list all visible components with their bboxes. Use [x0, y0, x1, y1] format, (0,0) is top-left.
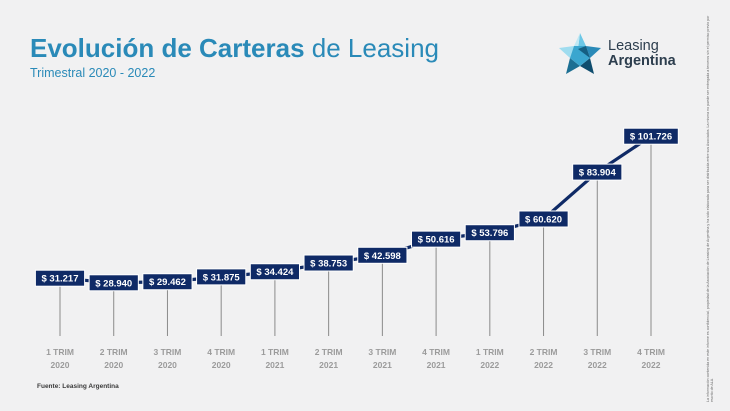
data-label-box [357, 246, 408, 264]
x-tick-year: 2021 [265, 360, 284, 370]
data-label-text: $ 38.753 [310, 259, 347, 270]
data-label-box [464, 224, 515, 242]
x-tick-quarter: 2 TRIM [100, 347, 128, 357]
x-tick-year: 2021 [319, 360, 338, 370]
x-tick-quarter: 1 TRIM [476, 347, 504, 357]
data-label: $ 31.875 [196, 268, 247, 286]
x-tick-label: 4 TRIM 2020 [207, 347, 235, 370]
x-tick-year: 2020 [158, 360, 177, 370]
page-title: Evolución de Carteras de Leasing [30, 33, 439, 64]
data-label-text: $ 83.904 [579, 168, 617, 179]
data-label: $ 50.616 [410, 230, 462, 248]
data-label-text: $ 28.940 [95, 278, 132, 289]
x-tick-label: 4 TRIM 2021 [422, 347, 450, 370]
x-tick-label: 2 TRIM 2020 [100, 347, 128, 370]
data-label-text: $ 29.462 [149, 277, 186, 288]
data-label: $ 28.940 [88, 274, 139, 292]
data-label: $ 101.726 [623, 127, 679, 145]
data-label: $ 83.904 [572, 163, 623, 181]
data-label-box [196, 268, 247, 286]
data-label-text: $ 101.726 [630, 132, 672, 143]
x-tick-year: 2020 [212, 360, 231, 370]
x-tick-year: 2020 [51, 360, 70, 370]
data-label: $ 38.753 [303, 254, 354, 272]
data-label-text: $ 53.796 [471, 228, 508, 239]
x-tick-year: 2021 [427, 360, 446, 370]
x-tick-label: 2 TRIM 2021 [315, 347, 343, 370]
x-tick-label: 2 TRIM 2022 [530, 347, 558, 370]
x-tick-quarter: 4 TRIM [637, 347, 665, 357]
data-label: $ 29.462 [142, 273, 193, 291]
x-tick-quarter: 3 TRIM [368, 347, 396, 357]
x-tick-quarter: 1 TRIM [46, 347, 74, 357]
x-tick-quarter: 3 TRIM [154, 347, 182, 357]
data-label-text: $ 42.598 [364, 251, 401, 262]
x-tick-label: 4 TRIM 2022 [637, 347, 665, 370]
data-label-text: $ 31.875 [203, 272, 241, 283]
x-tick-year: 2022 [480, 360, 499, 370]
data-label-box [623, 127, 679, 145]
x-tick-quarter: 4 TRIM [207, 347, 235, 357]
data-label-text: $ 50.616 [418, 235, 455, 246]
x-tick-year: 2022 [588, 360, 607, 370]
series-line [59, 134, 652, 285]
x-tick-label: 3 TRIM 2021 [368, 347, 396, 370]
x-tick-label: 3 TRIM 2020 [154, 347, 182, 370]
x-tick-quarter: 2 TRIM [530, 347, 558, 357]
x-tick-quarter: 3 TRIM [583, 347, 611, 357]
data-label-box [518, 210, 569, 228]
x-tick-year: 2022 [534, 360, 553, 370]
x-tick-label: 3 TRIM 2022 [583, 347, 611, 370]
data-label: $ 34.424 [249, 263, 301, 281]
x-tick-label: 1 TRIM 2020 [46, 347, 74, 370]
data-label: $ 60.620 [518, 210, 569, 228]
x-tick-year: 2021 [373, 360, 392, 370]
star-logo-icon [559, 33, 601, 74]
x-tick-year: 2022 [642, 360, 661, 370]
data-label-text: $ 31.217 [42, 274, 79, 285]
data-label-text: $ 60.620 [525, 214, 562, 225]
x-tick-quarter: 2 TRIM [315, 347, 343, 357]
data-label-box [34, 269, 86, 287]
page-subtitle: Trimestral 2020 - 2022 [30, 66, 156, 80]
leasing-argentina-logo: Leasing Argentina [556, 30, 676, 80]
logo-line-1: Leasing [608, 38, 659, 54]
source-note: Fuente: Leasing Argentina [37, 383, 119, 390]
data-label: $ 42.598 [357, 246, 408, 264]
data-label-box [572, 163, 623, 181]
data-label-box [303, 254, 354, 272]
data-label: $ 31.217 [34, 269, 86, 287]
data-label-box [410, 230, 462, 248]
x-tick-label: 1 TRIM 2021 [261, 347, 289, 370]
x-tick-quarter: 4 TRIM [422, 347, 450, 357]
data-label-box [142, 273, 193, 291]
title-light: de Leasing [311, 33, 440, 63]
x-tick-year: 2020 [104, 360, 123, 370]
data-label: $ 53.796 [464, 224, 515, 242]
x-tick-label: 1 TRIM 2022 [476, 347, 504, 370]
data-label-box [249, 263, 301, 281]
title-bold: Evolución de Carteras [30, 33, 305, 63]
data-label-box [88, 274, 139, 292]
data-label-text: $ 34.424 [256, 267, 294, 278]
x-tick-quarter: 1 TRIM [261, 347, 289, 357]
logo-line-2: Argentina [608, 53, 676, 69]
